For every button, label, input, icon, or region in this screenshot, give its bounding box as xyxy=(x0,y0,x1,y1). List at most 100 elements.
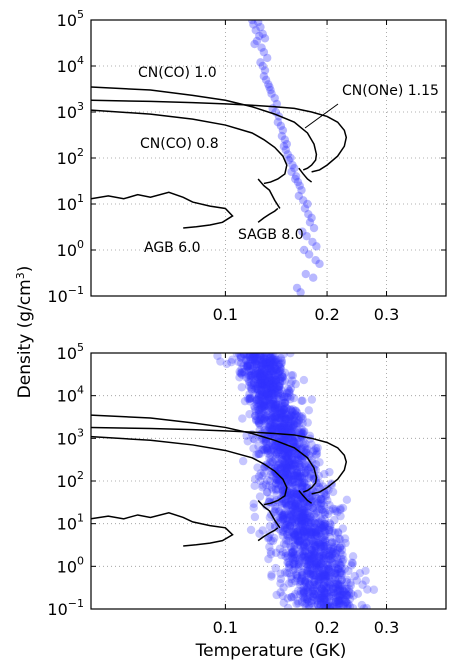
data-point xyxy=(310,518,319,528)
data-point xyxy=(338,550,347,560)
data-point xyxy=(306,556,315,565)
data-point xyxy=(261,364,270,373)
data-point xyxy=(327,550,336,560)
data-point xyxy=(294,513,304,522)
data-point xyxy=(328,584,337,593)
data-point xyxy=(274,447,283,457)
data-point xyxy=(249,381,258,390)
data-point xyxy=(328,584,338,594)
data-point xyxy=(329,584,338,594)
data-point xyxy=(333,599,342,609)
data-point xyxy=(335,598,345,608)
data-point xyxy=(331,582,340,592)
data-point xyxy=(324,565,334,574)
data-point xyxy=(294,560,303,569)
data-point xyxy=(308,539,318,549)
data-point xyxy=(298,570,307,580)
data-point xyxy=(286,489,296,499)
data-point xyxy=(305,503,314,512)
data-point xyxy=(291,501,300,510)
data-point xyxy=(300,547,310,556)
data-point xyxy=(269,409,278,418)
data-point xyxy=(271,376,281,385)
data-point xyxy=(335,591,344,600)
data-point xyxy=(250,353,259,362)
y-axis-label-sup: 3 xyxy=(14,272,27,279)
data-point xyxy=(279,583,288,592)
data-point xyxy=(283,464,292,473)
data-point xyxy=(259,468,269,478)
data-point xyxy=(301,507,311,516)
curve-label: CN(CO) 0.8 xyxy=(140,136,219,152)
data-point xyxy=(330,528,340,538)
data-point xyxy=(257,361,267,371)
data-point xyxy=(301,460,310,470)
data-point xyxy=(268,389,277,398)
data-point xyxy=(265,454,274,463)
data-point xyxy=(279,435,288,445)
data-point xyxy=(317,552,326,561)
data-point xyxy=(256,58,265,67)
data-point xyxy=(306,582,315,592)
data-point xyxy=(300,599,310,608)
data-point xyxy=(288,475,298,484)
data-point xyxy=(299,512,308,522)
data-point xyxy=(295,478,304,488)
data-point xyxy=(323,496,332,505)
data-point xyxy=(244,371,253,380)
data-point xyxy=(290,489,299,498)
data-point xyxy=(279,513,288,522)
data-point xyxy=(294,191,304,201)
data-point xyxy=(267,412,276,421)
data-point xyxy=(307,559,316,568)
data-point xyxy=(284,421,293,431)
data-point xyxy=(308,516,317,525)
data-point xyxy=(319,522,328,531)
data-point xyxy=(257,393,267,402)
data-point xyxy=(302,497,311,506)
data-point xyxy=(342,591,351,601)
data-point xyxy=(307,588,316,597)
data-point xyxy=(279,539,289,548)
data-point xyxy=(270,357,279,367)
data-point xyxy=(247,20,257,25)
data-point xyxy=(291,570,300,580)
data-point xyxy=(321,535,330,545)
data-point xyxy=(337,569,347,578)
data-point xyxy=(307,528,316,537)
data-point xyxy=(322,588,332,598)
data-point xyxy=(243,353,252,360)
data-point xyxy=(333,586,343,595)
data-point xyxy=(282,536,291,545)
data-point xyxy=(295,554,305,564)
data-point xyxy=(319,520,328,529)
data-point xyxy=(291,505,300,514)
data-point xyxy=(272,355,281,364)
trajectory-curve xyxy=(91,109,288,185)
data-point xyxy=(252,450,261,459)
data-point xyxy=(310,531,320,541)
data-point xyxy=(271,357,281,367)
data-point xyxy=(277,433,286,442)
data-point xyxy=(299,582,308,591)
data-point xyxy=(298,480,307,490)
data-point xyxy=(283,449,293,459)
data-point xyxy=(245,397,255,406)
data-point xyxy=(265,356,275,365)
data-point xyxy=(277,442,286,452)
data-point xyxy=(276,376,285,386)
data-point xyxy=(319,595,329,604)
data-point xyxy=(258,360,267,369)
data-point xyxy=(276,463,286,473)
data-point xyxy=(295,580,305,589)
data-point xyxy=(302,444,312,454)
data-point xyxy=(295,181,304,190)
data-point xyxy=(266,536,275,546)
data-point xyxy=(317,571,326,580)
data-point xyxy=(337,596,346,605)
data-point xyxy=(291,553,300,563)
data-point xyxy=(297,573,307,582)
data-point xyxy=(307,484,317,493)
data-point xyxy=(292,283,302,293)
